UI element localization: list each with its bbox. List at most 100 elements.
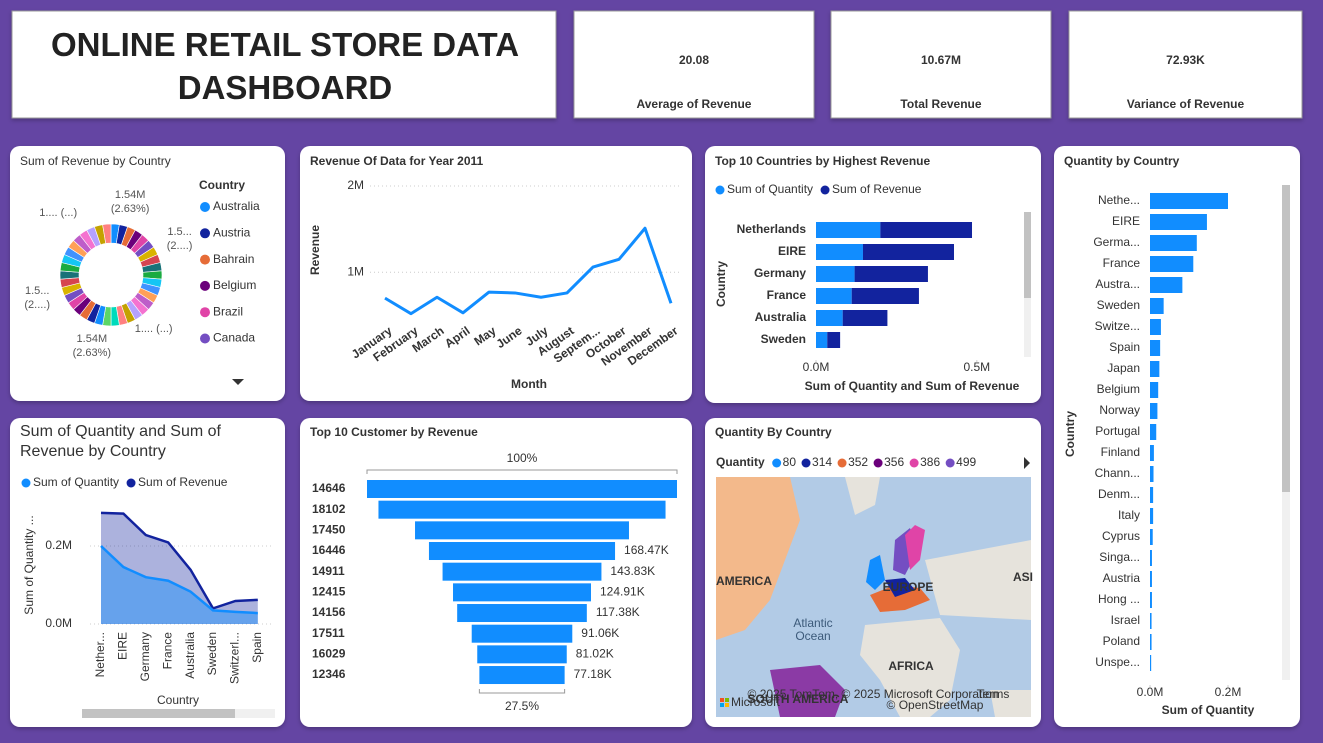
- y-tick-label: Austria: [1103, 571, 1141, 585]
- legend-next[interactable]: [1024, 457, 1030, 469]
- legend-label: Belgium: [213, 278, 256, 292]
- funnel-bar: [415, 521, 629, 540]
- bar: [1150, 508, 1154, 524]
- bar-segment: [816, 244, 863, 260]
- y-tick-label: France: [767, 288, 807, 302]
- data-label-box: 1.54M (2.63%): [72, 332, 112, 359]
- x-tick-label: 0.0M: [1137, 685, 1164, 699]
- x-axis-title: Country: [157, 693, 199, 707]
- legend-label: 499: [956, 455, 976, 469]
- y-tick-label: 0.2M: [45, 538, 72, 552]
- y-tick-label: Spain: [1109, 340, 1140, 354]
- area-fill: [101, 546, 258, 624]
- bar: [1150, 193, 1228, 209]
- donut-slice: [102, 223, 112, 244]
- land-north-america: [716, 477, 800, 640]
- legend-label: Brazil: [213, 304, 243, 318]
- x-tick-label: Sweden: [205, 632, 219, 675]
- legend-label: Austria: [213, 225, 251, 239]
- chart-title-box: Sum of Quantity and Sum of Revenue by Co…: [20, 423, 221, 460]
- land-asia: [925, 540, 1031, 620]
- title-panel: [11, 10, 557, 119]
- y-tick-label: Norway: [1099, 403, 1140, 417]
- scrollbar-thumb[interactable]: [1282, 185, 1290, 492]
- map-label-box: Atlantic Ocean: [793, 617, 832, 643]
- data-label: 124.91K: [600, 585, 645, 599]
- chart-title: Top 10 Countries by Highest Revenue: [715, 154, 930, 168]
- land-south-america: [770, 665, 845, 717]
- kpi-value: 20.08: [679, 53, 709, 67]
- x-tick-label: Australia: [183, 632, 197, 679]
- area-line: [100, 511, 258, 610]
- bar: [1150, 361, 1160, 377]
- bar-segment: [862, 244, 954, 260]
- land-europe-central: [885, 578, 915, 597]
- bar: [1150, 214, 1207, 230]
- map-logo-square: [720, 703, 724, 707]
- scrollbar-thumb[interactable]: [1024, 212, 1031, 298]
- dashboard-title: ONLINE RETAIL STORE DATA DASHBOARD: [50, 26, 520, 106]
- y-tick-label: 1M: [347, 264, 364, 278]
- funnel-bar: [477, 645, 567, 664]
- x-axis-title: Month: [511, 377, 547, 391]
- legend-label: Sum of Quantity: [727, 182, 813, 196]
- bar: [1150, 487, 1154, 503]
- x-axis-title: Sum of Quantity and Sum of Revenue: [805, 379, 1020, 393]
- legend-marker: [820, 185, 830, 195]
- x-tick-label: Nether...: [93, 632, 107, 677]
- legend-more[interactable]: [232, 379, 244, 385]
- data-label: 1.54M (2.63%): [72, 332, 112, 359]
- funnel-bar: [457, 604, 587, 623]
- kpi-label: Variance of Revenue: [1127, 97, 1245, 111]
- category-label: 18102: [312, 502, 346, 516]
- map-terms[interactable]: Terms: [977, 687, 1010, 701]
- category-label: 14911: [312, 564, 345, 578]
- legend-marker: [200, 228, 210, 239]
- data-label: 168.47K: [624, 543, 669, 557]
- bar-segment: [842, 310, 888, 326]
- y-tick-label: Portugal: [1095, 424, 1140, 438]
- legend-label: 356: [884, 455, 904, 469]
- y-tick-label: Chann...: [1095, 466, 1140, 480]
- chart-title: Revenue Of Data for Year 2011: [310, 154, 484, 168]
- land-greenland: [845, 477, 880, 515]
- bar: [1150, 424, 1157, 440]
- legend-marker: [772, 458, 782, 468]
- y-tick-label: EIRE: [1112, 214, 1140, 228]
- scrollbar-thumb[interactable]: [82, 709, 235, 718]
- legend-label: Australia: [213, 199, 260, 213]
- bar-segment: [816, 332, 828, 348]
- y-tick-label: Germany: [754, 266, 806, 280]
- data-label-box: 1.5... (2....): [167, 226, 193, 252]
- legend-marker: [715, 185, 725, 195]
- y-tick-label: 0.0M: [45, 616, 72, 630]
- y-tick-label: Israel: [1111, 613, 1140, 627]
- map-label: AFRICA: [888, 659, 934, 673]
- y-tick-label: Austra...: [1095, 277, 1140, 291]
- bar: [1150, 298, 1164, 314]
- map-osm[interactable]: © OpenStreetMap: [887, 698, 984, 712]
- bar: [1150, 277, 1183, 293]
- land-europe-west: [870, 585, 930, 612]
- percent-bracket: [478, 689, 566, 694]
- data-label-box: 1.5... (2....): [24, 285, 50, 311]
- bar: [1150, 445, 1154, 461]
- map-logo-square: [725, 698, 729, 702]
- chart-title: Quantity By Country: [715, 425, 832, 439]
- chart-title: Quantity by Country: [1064, 154, 1180, 168]
- y-tick-label: Switze...: [1095, 319, 1140, 333]
- funnel-bar: [479, 666, 565, 685]
- x-axis-title: Sum of Quantity: [1162, 703, 1255, 717]
- data-label-box: 1.... (...): [39, 207, 77, 219]
- legend-marker: [21, 478, 31, 488]
- bar: [1150, 571, 1152, 587]
- map-logo: Microsoft: [731, 695, 780, 709]
- kpi-card: [573, 10, 815, 119]
- y-tick-label: Netherlands: [737, 222, 807, 236]
- y-tick-label: Unspe...: [1095, 655, 1140, 669]
- legend-label: 80: [783, 455, 797, 469]
- x-tick-label: 0.2M: [1215, 685, 1242, 699]
- bar-segment: [816, 310, 843, 326]
- land-australia: [990, 690, 1031, 717]
- dashboard-title-box: ONLINE RETAIL STORE DATA DASHBOARD: [50, 26, 520, 106]
